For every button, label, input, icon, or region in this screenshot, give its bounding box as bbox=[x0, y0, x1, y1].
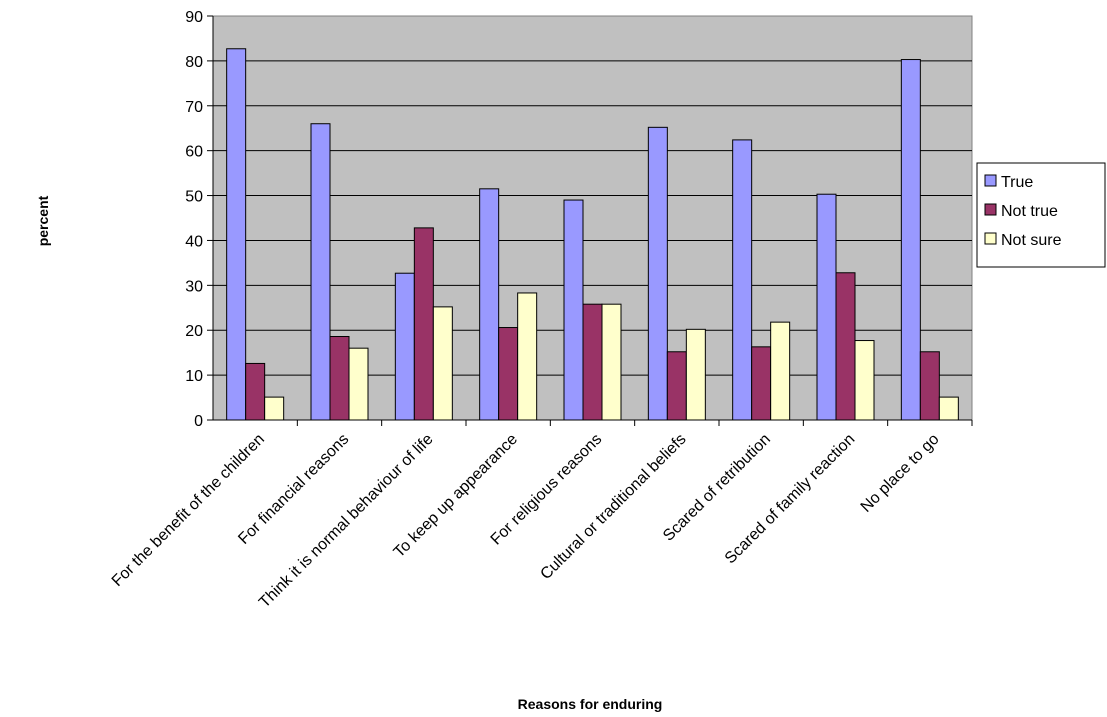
bar-not-sure bbox=[685, 328, 706, 421]
bar-not-true bbox=[835, 272, 856, 421]
legend-swatch-not-sure bbox=[984, 232, 997, 245]
bar-not-sure bbox=[854, 340, 875, 421]
y-tick-label: 0 bbox=[194, 413, 203, 430]
legend: True Not true Not sure bbox=[976, 162, 1106, 268]
bar-not-true bbox=[498, 327, 519, 421]
legend-label: Not true bbox=[1001, 203, 1058, 220]
legend-box bbox=[976, 162, 1106, 268]
bar-not-true bbox=[751, 346, 772, 421]
bar-not-true bbox=[582, 303, 603, 421]
y-tick-label: 50 bbox=[185, 189, 203, 206]
y-tick-label: 80 bbox=[185, 54, 203, 71]
bar-not-sure bbox=[770, 321, 791, 421]
x-category-label: Cultural or traditional beliefs bbox=[537, 431, 689, 583]
bar-not-sure bbox=[264, 396, 285, 421]
bar-true bbox=[479, 188, 500, 421]
legend-label: True bbox=[1001, 174, 1033, 191]
legend-swatch-true bbox=[984, 174, 997, 187]
y-tick-label: 40 bbox=[185, 233, 203, 250]
y-tick-label: 10 bbox=[185, 368, 203, 385]
x-category-label: Think it is normal behaviour of life bbox=[256, 431, 437, 612]
bar-not-sure bbox=[432, 306, 453, 421]
bar-not-true bbox=[329, 336, 350, 421]
bar-true bbox=[394, 272, 415, 421]
bar-true bbox=[732, 139, 753, 421]
bar-true bbox=[226, 48, 247, 421]
bar-true bbox=[563, 199, 584, 421]
bar-not-sure bbox=[601, 303, 622, 421]
y-axis-title: percent bbox=[35, 195, 51, 246]
x-category-label: No place to go bbox=[858, 431, 943, 516]
y-tick-label: 20 bbox=[185, 323, 203, 340]
bar-true bbox=[647, 126, 668, 421]
bar-not-true bbox=[666, 351, 687, 421]
x-category-label: For the benefit of the children bbox=[109, 431, 268, 590]
legend-label: Not sure bbox=[1001, 232, 1062, 249]
bar-true bbox=[310, 123, 331, 421]
bars-layer bbox=[226, 48, 959, 421]
bar-not-sure bbox=[348, 347, 369, 421]
bar-not-true bbox=[919, 351, 940, 421]
y-tick-label: 30 bbox=[185, 278, 203, 295]
bar-not-sure bbox=[517, 292, 538, 421]
bar-not-true bbox=[413, 227, 434, 421]
legend-swatch-not-true bbox=[984, 203, 997, 216]
y-tick-label: 60 bbox=[185, 144, 203, 161]
bar-true bbox=[900, 59, 921, 421]
bar-not-sure bbox=[938, 396, 959, 421]
x-axis-title: Reasons for enduring bbox=[518, 696, 663, 712]
bar-true bbox=[816, 193, 837, 421]
y-tick-label: 90 bbox=[185, 9, 203, 26]
y-tick-label: 70 bbox=[185, 99, 203, 116]
bar-not-true bbox=[245, 362, 266, 421]
